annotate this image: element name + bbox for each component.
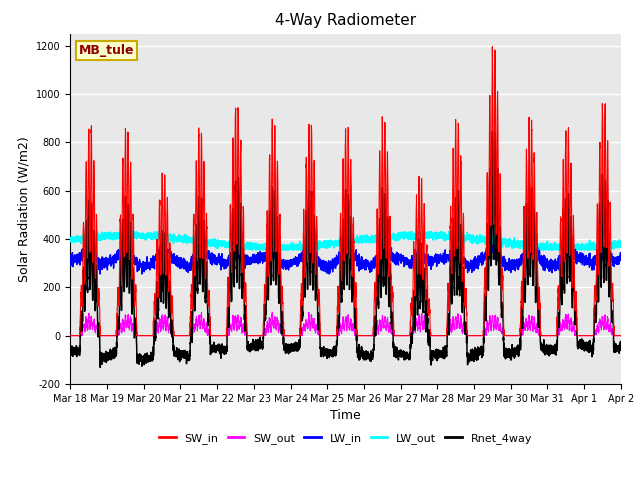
SW_out (67, 333, 74, 338)
SW_in (469, 333, 477, 338)
Legend: SW_in, SW_out, LW_in, LW_out, Rnet_4way: SW_in, SW_out, LW_in, LW_out, Rnet_4way (155, 429, 536, 448)
SW_out (616, 333, 624, 338)
LW_in (97, 271, 104, 277)
SW_out (438, 333, 446, 338)
LW_in (469, 259, 477, 264)
SW_in (617, 333, 625, 338)
X-axis label: Time: Time (330, 409, 361, 422)
LW_out (166, 237, 173, 243)
Rnet_4way (469, 351, 477, 357)
Rnet_4way (67, 349, 74, 355)
SW_out (617, 333, 625, 338)
Rnet_4way (438, 351, 446, 357)
LW_out (116, 229, 124, 235)
Line: SW_in: SW_in (70, 47, 621, 336)
SW_in (438, 333, 446, 338)
LW_in (500, 261, 508, 266)
SW_out (166, 327, 173, 333)
Rnet_4way (616, 340, 624, 346)
SW_out (469, 333, 477, 338)
LW_out (616, 244, 624, 250)
Text: MB_tule: MB_tule (79, 44, 134, 57)
LW_in (166, 250, 173, 256)
SW_in (488, 44, 496, 49)
Rnet_4way (500, 348, 508, 354)
LW_in (325, 265, 333, 271)
LW_out (469, 232, 477, 238)
SW_out (268, 309, 276, 315)
LW_out (227, 247, 235, 253)
LW_in (439, 259, 447, 264)
Rnet_4way (617, 346, 625, 352)
SW_out (325, 333, 333, 338)
LW_out (500, 240, 508, 246)
LW_out (617, 240, 625, 246)
Rnet_4way (488, 129, 496, 134)
LW_in (616, 254, 624, 260)
SW_in (166, 270, 173, 276)
Line: LW_out: LW_out (70, 232, 621, 250)
Rnet_4way (97, 364, 104, 370)
LW_in (617, 257, 625, 263)
Rnet_4way (166, 294, 173, 300)
LW_out (325, 243, 333, 249)
LW_in (67, 259, 74, 264)
Title: 4-Way Radiometer: 4-Way Radiometer (275, 13, 416, 28)
SW_in (500, 333, 508, 338)
LW_out (439, 234, 447, 240)
Y-axis label: Solar Radiation (W/m2): Solar Radiation (W/m2) (17, 136, 31, 282)
Line: LW_in: LW_in (70, 242, 621, 274)
SW_in (616, 333, 624, 338)
SW_out (500, 333, 508, 338)
Line: Rnet_4way: Rnet_4way (70, 132, 621, 367)
Line: SW_out: SW_out (70, 312, 621, 336)
LW_out (67, 238, 74, 243)
Rnet_4way (325, 354, 333, 360)
SW_in (325, 333, 333, 338)
SW_in (67, 333, 74, 338)
LW_in (340, 240, 348, 245)
